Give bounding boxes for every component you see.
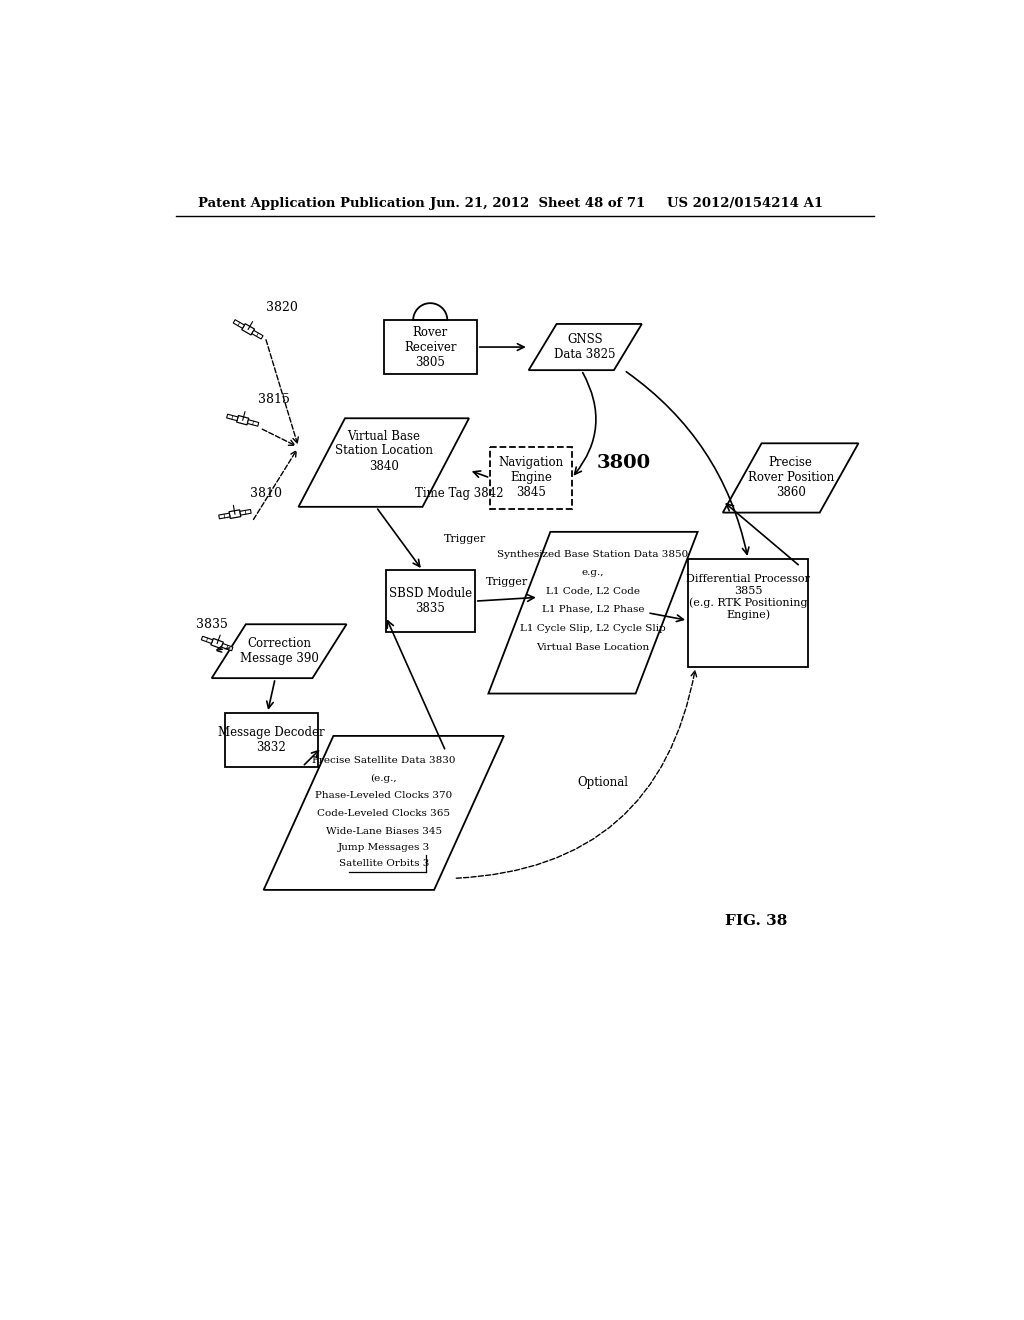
Polygon shape: [488, 532, 697, 693]
Text: Phase-Leveled Clocks 370: Phase-Leveled Clocks 370: [315, 792, 453, 800]
Text: Differential Processor
3855
(e.g. RTK Positioning
Engine): Differential Processor 3855 (e.g. RTK Po…: [686, 574, 810, 620]
Text: Jump Messages 3: Jump Messages 3: [338, 843, 430, 851]
Text: Satellite Orbits 3: Satellite Orbits 3: [339, 859, 429, 869]
Text: Jun. 21, 2012  Sheet 48 of 71: Jun. 21, 2012 Sheet 48 of 71: [430, 197, 645, 210]
Polygon shape: [723, 444, 858, 512]
Text: (e.g.,: (e.g.,: [371, 774, 397, 783]
Text: Navigation
Engine
3845: Navigation Engine 3845: [499, 457, 563, 499]
Text: Wide-Lane Biases 345: Wide-Lane Biases 345: [326, 826, 441, 836]
Text: Trigger: Trigger: [444, 533, 486, 544]
FancyBboxPatch shape: [490, 447, 571, 508]
Text: Synthesized Base Station Data 3850: Synthesized Base Station Data 3850: [498, 550, 688, 560]
Text: L1 Code, L2 Code: L1 Code, L2 Code: [546, 586, 640, 595]
Text: 3815: 3815: [258, 393, 290, 407]
Text: 3835: 3835: [197, 618, 228, 631]
Polygon shape: [202, 636, 213, 643]
Polygon shape: [248, 420, 259, 426]
Text: Rover
Receiver
3805: Rover Receiver 3805: [404, 326, 457, 368]
Text: GNSS
Data 3825: GNSS Data 3825: [555, 333, 616, 362]
Text: Virtual Base
Station Location
3840: Virtual Base Station Location 3840: [335, 429, 433, 473]
Text: Time Tag 3842: Time Tag 3842: [415, 487, 503, 500]
Text: Optional: Optional: [578, 776, 629, 788]
Text: L1 Phase, L2 Phase: L1 Phase, L2 Phase: [542, 605, 644, 614]
Polygon shape: [252, 330, 263, 339]
Polygon shape: [528, 323, 642, 370]
FancyBboxPatch shape: [688, 558, 808, 667]
Text: Code-Leveled Clocks 365: Code-Leveled Clocks 365: [317, 809, 451, 818]
Text: SBSD Module
3835: SBSD Module 3835: [389, 587, 472, 615]
Text: Precise Satellite Data 3830: Precise Satellite Data 3830: [312, 756, 456, 766]
Text: FIG. 38: FIG. 38: [725, 913, 786, 928]
Polygon shape: [221, 644, 232, 651]
Polygon shape: [226, 414, 238, 421]
Polygon shape: [229, 510, 241, 519]
Text: Precise
Rover Position
3860: Precise Rover Position 3860: [748, 457, 834, 499]
Polygon shape: [263, 737, 504, 890]
Text: Patent Application Publication: Patent Application Publication: [198, 197, 425, 210]
FancyBboxPatch shape: [386, 570, 475, 632]
Text: Trigger: Trigger: [485, 577, 528, 587]
Polygon shape: [212, 624, 346, 678]
Text: L1 Cycle Slip, L2 Cycle Slip: L1 Cycle Slip, L2 Cycle Slip: [520, 623, 666, 632]
Polygon shape: [299, 418, 469, 507]
Text: Correction
Message 390: Correction Message 390: [240, 638, 318, 665]
Text: Virtual Base Location: Virtual Base Location: [537, 643, 649, 652]
Text: US 2012/0154214 A1: US 2012/0154214 A1: [667, 197, 822, 210]
Text: 3800: 3800: [597, 454, 651, 471]
Polygon shape: [233, 319, 245, 329]
FancyBboxPatch shape: [384, 321, 477, 374]
Text: 3820: 3820: [266, 301, 298, 314]
Text: 3810: 3810: [251, 487, 283, 500]
Text: e.g.,: e.g.,: [582, 568, 604, 577]
Polygon shape: [219, 513, 230, 519]
Polygon shape: [237, 416, 249, 425]
FancyBboxPatch shape: [225, 713, 317, 767]
Text: Message Decoder
3832: Message Decoder 3832: [218, 726, 325, 754]
Polygon shape: [240, 510, 251, 515]
Polygon shape: [211, 639, 223, 648]
Polygon shape: [242, 323, 255, 335]
